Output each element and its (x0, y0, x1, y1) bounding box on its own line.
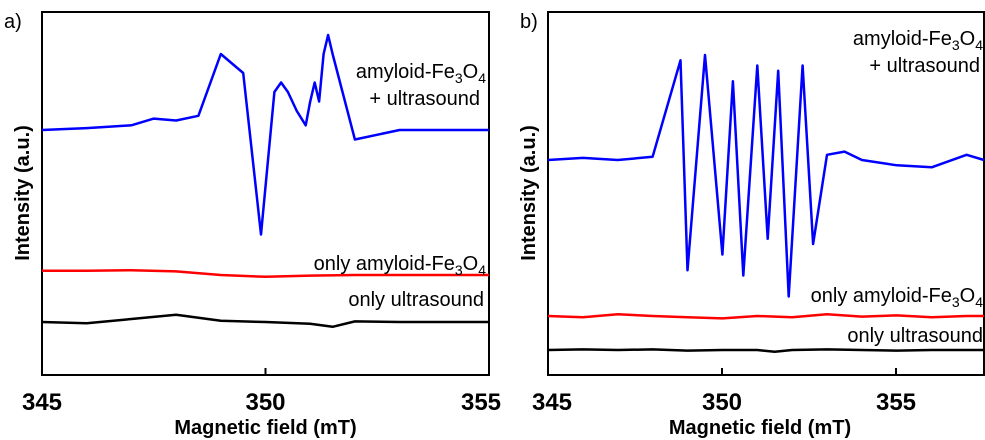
panel-a-series-0-label: amyloid-Fe3O4 (356, 61, 486, 86)
panel-b-plot-area (547, 53, 985, 354)
panel-b-series-2-line (547, 348, 984, 354)
panel-a-series-2-label: only ultrasound (348, 289, 484, 311)
panel-a-plot-area (41, 33, 489, 329)
panel-b-ylabel: Intensity (a.u.) (518, 125, 540, 261)
panel-b-xtick-label: 350 (702, 389, 742, 416)
panel-a-ylabel: Intensity (a.u.) (12, 125, 34, 261)
panel-a: a) 345 350 355 Magnetic field (mT) Inten… (4, 11, 501, 439)
panel-b-series-0-label-line2: + ultrasound (869, 55, 980, 77)
panel-b-frame (547, 11, 985, 376)
panel-b-xlabel: Magnetic field (mT) (669, 417, 851, 439)
panel-b-series-1-label: only amyloid-Fe3O4 (811, 285, 984, 310)
panel-a-label: a) (4, 11, 22, 33)
panel-a-xtick-label: 355 (461, 389, 501, 416)
panel-b-label: b) (520, 11, 538, 33)
panel-a-series-0-label-line2: + ultrasound (369, 88, 480, 110)
panel-b-xtick-label: 355 (876, 389, 916, 416)
panel-a-xtick-label: 350 (245, 389, 285, 416)
panel-a-xlabel: Magnetic field (mT) (174, 417, 356, 439)
panel-a-series-1-line (42, 268, 489, 279)
panel-b-series-1-line (547, 312, 984, 320)
panel-a-series-1-label: only amyloid-Fe3O4 (314, 253, 487, 278)
panel-b-series-2-label: only ultrasound (847, 325, 983, 347)
panel-a-series-2-line (41, 313, 489, 329)
panel-b: b) 345 350 355 Magnetic field (mT) Inten… (518, 11, 985, 439)
panel-a-series-0-line (41, 33, 489, 236)
panel-b-xtick-label: 345 (532, 389, 572, 416)
panel-a-xtick-label: 345 (22, 389, 62, 416)
panel-b-series-0-line (547, 53, 985, 298)
panel-b-series-0-label: amyloid-Fe3O4 (853, 28, 983, 53)
